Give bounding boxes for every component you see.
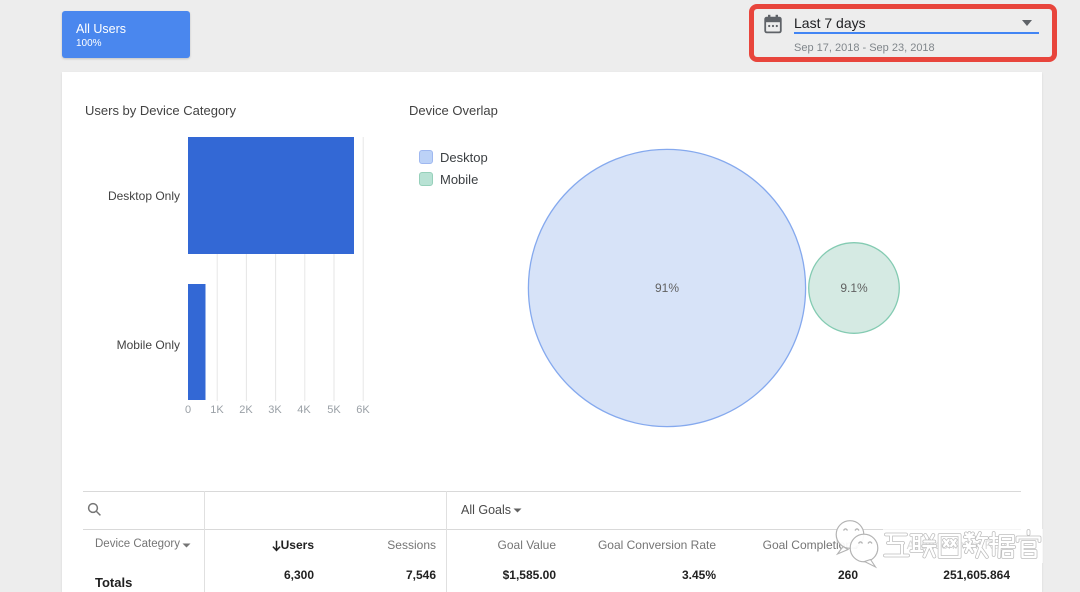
svg-text:9.1%: 9.1% <box>840 281 868 295</box>
svg-text:91%: 91% <box>655 281 679 295</box>
